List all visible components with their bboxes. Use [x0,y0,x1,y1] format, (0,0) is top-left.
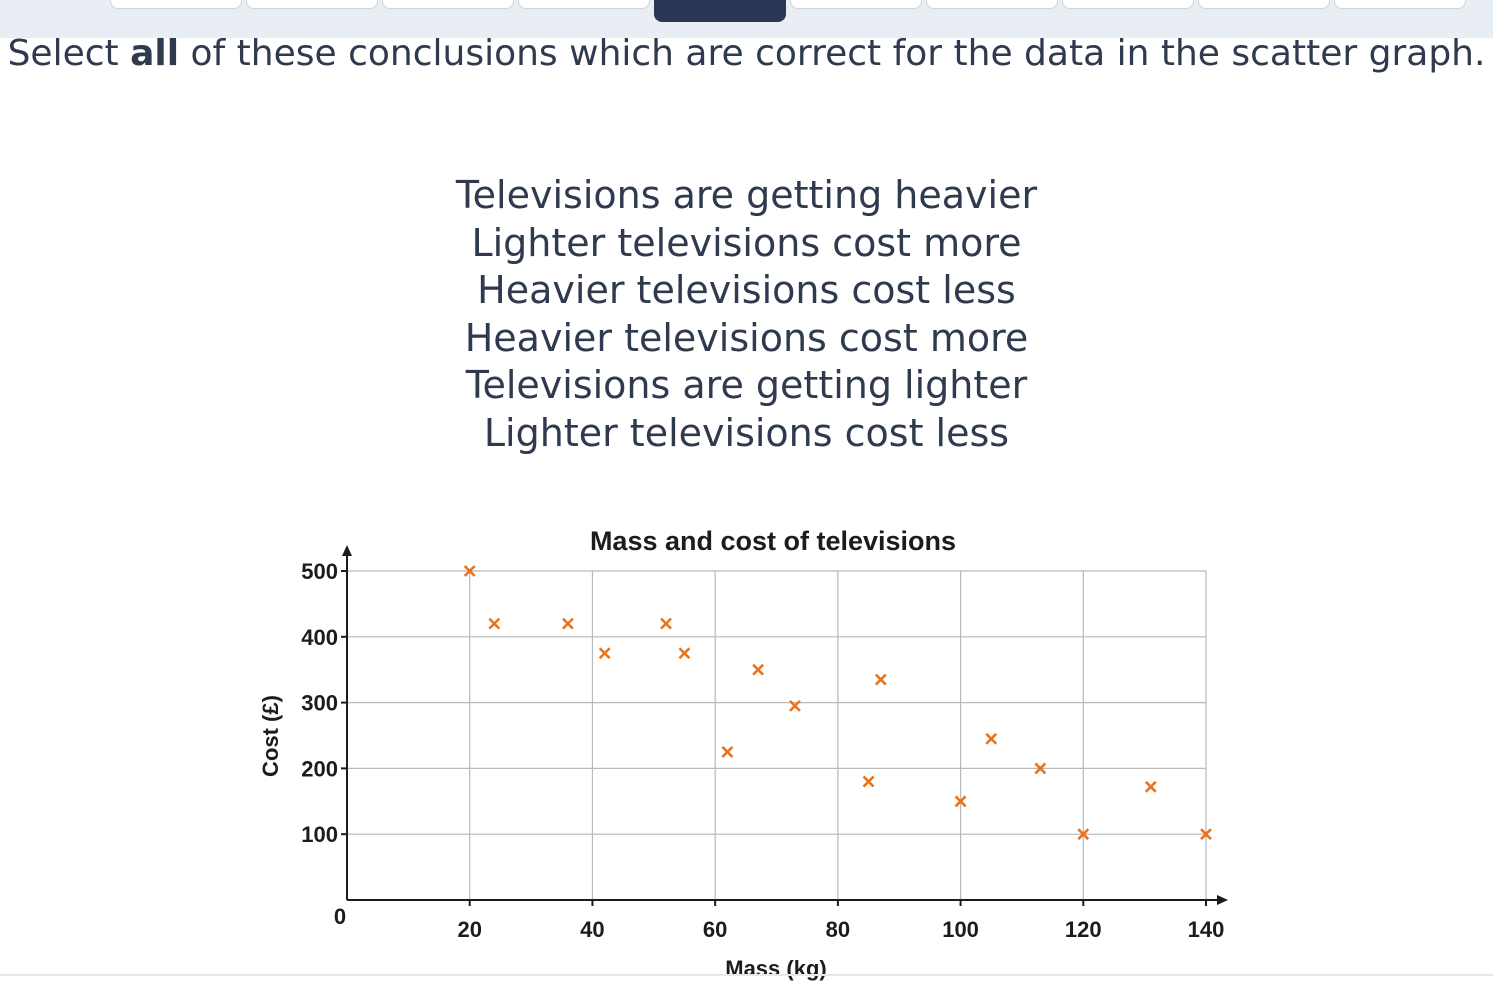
scatter-point [660,617,672,630]
question-suffix: of these conclusions which are correct f… [179,33,1486,74]
option-lighter-cost-less[interactable]: Lighter televisions cost less [483,410,1010,455]
scatter-point [678,647,691,660]
progress-segment [654,0,786,22]
answer-options: Televisions are getting heavier Lighter … [0,172,1493,457]
scatter-point-stroke [752,663,765,676]
scatter-point-stroke [721,746,734,758]
option-televisions-getting-heavier[interactable]: Televisions are getting heavier [455,173,1038,217]
scatter-point-stroke [788,699,801,712]
progress-bar [0,0,1493,38]
progress-segment [382,0,514,9]
scatter-point [463,565,476,577]
progress-segment [246,0,378,9]
scatter-point-stroke [660,617,672,630]
x-tick-label: 120 [1065,917,1102,942]
scatter-point [721,746,734,758]
scatter-point-stroke [598,647,611,660]
scatter-point [598,647,611,660]
progress-segment [1062,0,1194,9]
y-tick-label: 100 [301,822,338,847]
y-tick-label: 500 [301,559,338,584]
option-lighter-cost-more[interactable]: Lighter televisions cost more [471,220,1022,265]
progress-segment [926,0,1058,9]
scatter-point [788,699,801,712]
scatter-point [954,795,967,808]
x-tick-label: 100 [942,917,979,942]
y-axis-arrow [342,545,352,556]
y-tick-label: 300 [301,691,338,716]
question-prefix: Select [7,33,131,74]
scatter-point [752,663,765,676]
y-tick-label: 400 [301,625,338,650]
x-tick-label: 20 [457,917,481,942]
scatter-point [561,617,574,630]
x-tick-label: 40 [580,917,604,942]
scatter-point-stroke [1034,762,1047,775]
option-heavier-cost-less[interactable]: Heavier televisions cost less [477,268,1016,312]
scatter-point-stroke [862,775,875,788]
progress-segment [518,0,650,9]
scatter-point [1034,762,1047,775]
scatter-chart-svg: Mass and cost of televisions Mass (kg) C… [258,526,1228,981]
scatter-chart: Mass and cost of televisions Mass (kg) C… [0,510,1493,989]
scatter-point [1200,828,1212,841]
scatter-point-stroke [1200,828,1212,841]
scatter-point-stroke [1144,780,1157,793]
scatter-point [1077,828,1090,841]
option-televisions-getting-lighter[interactable]: Televisions are getting lighter [465,363,1028,407]
question-text: Select all of these conclusions which ar… [0,30,1493,78]
progress-segment [1198,0,1330,9]
x-tick-label: 80 [826,917,850,942]
scatter-point-stroke [874,673,887,686]
scatter-point [874,673,887,686]
scatter-point [985,732,998,745]
x-tick-label: 60 [703,917,727,942]
scatter-point-stroke [488,617,501,630]
progress-segment [790,0,922,9]
option-heavier-cost-more[interactable]: Heavier televisions cost more [464,315,1029,360]
scatter-point-stroke [463,565,476,577]
scatter-point [488,617,501,630]
bottom-divider [0,974,1493,976]
question-bold: all [130,33,180,74]
scatter-point-stroke [561,617,574,630]
x-tick-label: 140 [1188,917,1225,942]
chart-title: Mass and cost of televisions [590,526,956,556]
progress-segment [110,0,242,9]
scatter-point-stroke [985,732,998,745]
x-tick-label: 0 [334,904,346,929]
scatter-point-stroke [1077,828,1090,841]
scatter-point-stroke [954,795,967,808]
scatter-point [862,775,875,788]
x-axis-arrow [1217,895,1228,905]
scatter-point-stroke [678,647,691,660]
progress-segment [1334,0,1466,9]
y-axis-label: Cost (£) [258,695,283,777]
x-axis-label: Mass (kg) [725,956,826,981]
scatter-point [1144,780,1157,793]
y-tick-label: 200 [301,756,338,781]
